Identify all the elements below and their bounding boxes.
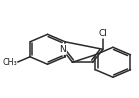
Text: Cl: Cl bbox=[98, 29, 107, 38]
Text: CH₃: CH₃ bbox=[2, 58, 17, 67]
Text: N: N bbox=[59, 45, 66, 54]
